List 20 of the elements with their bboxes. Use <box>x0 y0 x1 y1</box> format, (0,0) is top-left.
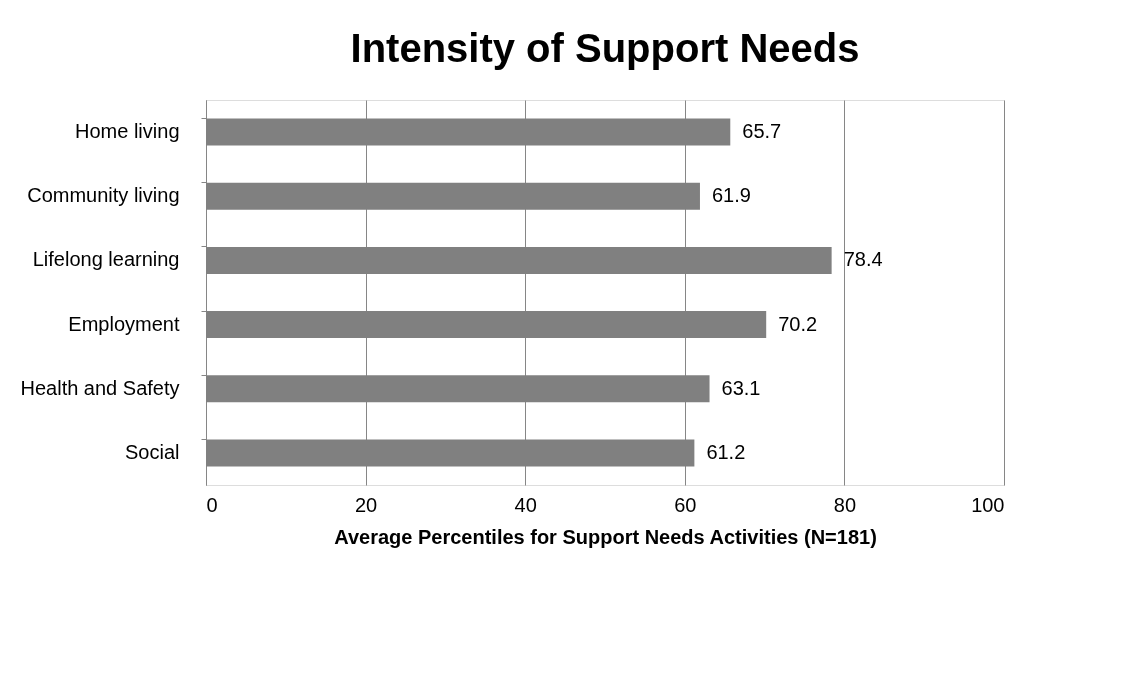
x-tick-label: 100 <box>971 493 1005 516</box>
y-tick-label: Employment <box>68 312 180 335</box>
data-label: 78.4 <box>843 248 883 271</box>
x-axis-title: Average Percentiles for Support Needs Activities (N=181) <box>334 525 877 548</box>
data-label: 63.1 <box>721 376 761 399</box>
y-tick-label: Health and Safety <box>20 376 180 399</box>
data-label: 65.7 <box>742 120 782 143</box>
x-tick-label: 80 <box>833 493 857 516</box>
y-tick-label: Community living <box>27 184 180 207</box>
data-label: 61.9 <box>711 184 751 207</box>
x-tick-label: 40 <box>514 493 537 516</box>
data-label: 70.2 <box>778 312 818 335</box>
data-label: 61.2 <box>706 440 746 463</box>
y-tick-label: Home living <box>75 120 180 143</box>
chart-title: Intensity of Support Needs <box>350 26 860 70</box>
y-tick-label: Lifelong learning <box>32 248 180 271</box>
y-tick-label: Social <box>125 440 180 463</box>
x-tick-label: 20 <box>354 493 378 516</box>
x-tick-label: 0 <box>206 493 218 516</box>
x-tick-label: 60 <box>674 493 697 516</box>
